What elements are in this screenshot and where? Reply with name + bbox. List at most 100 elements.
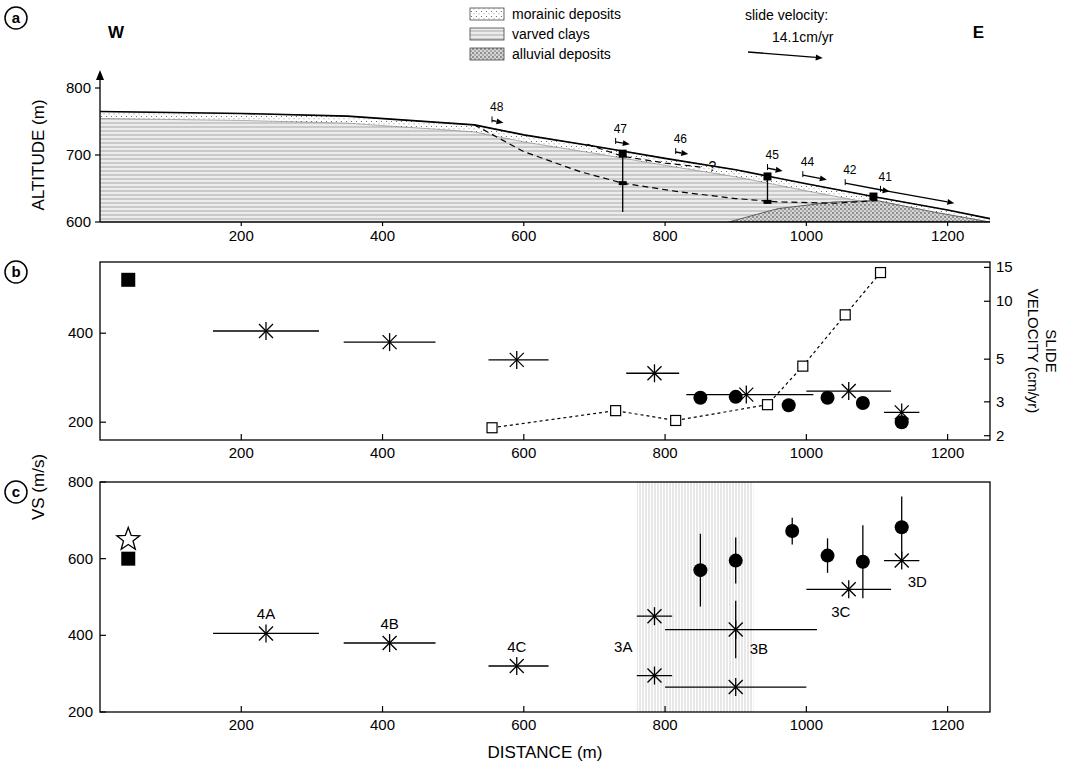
x-tick-label: 1000: [790, 716, 823, 733]
borehole-head: [619, 150, 627, 158]
arrow-shaft: [845, 183, 883, 190]
arrow-head: [775, 167, 782, 173]
star-stroke: [389, 333, 390, 351]
x-tick: [806, 434, 807, 440]
x-tick: [947, 222, 948, 226]
panel-letter: a: [12, 9, 21, 26]
x-tick-label: 200: [229, 444, 254, 461]
arrow-shaft: [676, 151, 682, 153]
open-square-marker: [840, 310, 850, 320]
star-stroke: [735, 678, 736, 696]
square-marker: [121, 552, 135, 566]
star-stroke: [746, 386, 747, 404]
legend-label: alluvial deposits: [512, 46, 611, 62]
x-tick: [947, 706, 948, 712]
open-square-marker: [763, 400, 773, 410]
star-marker: [259, 322, 273, 340]
x-tick: [947, 434, 948, 440]
x-tick-label: 1000: [790, 227, 823, 244]
arrow-shaft: [748, 52, 816, 57]
y2-tick-label: 2: [996, 427, 1004, 444]
y2-tick-label: 5: [996, 350, 1004, 367]
legend-label: morainic deposits: [512, 6, 621, 22]
open-square-marker: [671, 415, 681, 425]
x-tick: [806, 706, 807, 712]
x-tick-label: 1200: [931, 227, 964, 244]
arrow-shaft: [803, 175, 820, 178]
star-stroke: [265, 322, 266, 340]
panel-letter: c: [12, 483, 20, 500]
panel-b-plot: [121, 268, 919, 433]
station-arrow: [881, 190, 955, 205]
x-tick-label: 400: [370, 444, 395, 461]
station-tick: [675, 148, 676, 154]
x-tick: [664, 706, 665, 712]
borehole-head: [764, 172, 772, 180]
y-tick: [100, 481, 106, 482]
star-stroke: [654, 364, 655, 382]
arrow-head: [681, 150, 688, 156]
borehole-mark: [619, 181, 627, 185]
station-label: 41: [879, 170, 893, 184]
arrow-shaft: [768, 168, 776, 170]
point-label: 3C: [831, 603, 850, 620]
station-arrow: [492, 118, 503, 124]
y-tick: [95, 87, 100, 88]
legend-label: varved clays: [512, 26, 590, 42]
panel-c-plot: [117, 482, 920, 712]
y-tick-label: 200: [68, 703, 93, 720]
y-axis-title: ALTITUDE (m): [29, 99, 48, 210]
star-stroke: [848, 580, 849, 598]
circle-marker: [821, 549, 835, 563]
station-label: 42: [843, 163, 857, 177]
x-tick-label: 800: [653, 227, 678, 244]
y2-axis-title-line: SLIDE: [1043, 329, 1060, 372]
star-stroke: [389, 634, 390, 652]
y2-tick: [984, 401, 990, 402]
y2-tick: [984, 435, 990, 436]
star-stroke: [516, 351, 517, 369]
star-marker: [647, 364, 661, 382]
star-marker: [729, 621, 743, 639]
x-axis-title: DISTANCE (m): [488, 743, 603, 762]
star-marker: [842, 382, 856, 400]
y2-tick: [984, 359, 990, 360]
ground-surface: [100, 111, 990, 218]
y-tick: [100, 558, 106, 559]
x-tick: [523, 706, 524, 712]
y-tick-label: 800: [68, 473, 93, 490]
circle-marker: [821, 391, 835, 405]
x-tick: [664, 434, 665, 440]
x-tick-label: 400: [370, 716, 395, 733]
y-tick-label: 400: [68, 324, 93, 341]
panel-a-plot: [100, 111, 990, 222]
panel-letter-ring: [5, 7, 27, 29]
y-tick-label: 700: [66, 146, 91, 163]
arrow-head: [816, 54, 823, 60]
circle-marker: [856, 396, 870, 410]
circle-marker: [895, 520, 909, 534]
station-arrow: [616, 140, 630, 146]
y-tick-label: 600: [68, 550, 93, 567]
y2-axis-title: SLIDEVELOCITY (cm/yr): [1025, 289, 1060, 414]
y-tick: [95, 154, 100, 155]
y2-tick-label: 15: [996, 258, 1013, 275]
x-tick-label: 200: [229, 227, 254, 244]
x-tick-label: 200: [229, 716, 254, 733]
station-arrow: [803, 175, 827, 181]
y2-tick-label: 3: [996, 393, 1004, 410]
varved-clays: [100, 111, 990, 222]
station-tick: [802, 171, 803, 177]
star-stroke: [848, 382, 849, 400]
legend-swatch: [470, 28, 504, 40]
x-tick-label: 600: [511, 444, 536, 461]
star-marker: [510, 657, 524, 675]
direction-west: W: [108, 23, 125, 42]
star-marker: [729, 678, 743, 696]
point-label: 4C: [507, 638, 526, 655]
point-label: 3D: [908, 573, 927, 590]
x-tick-label: 800: [653, 716, 678, 733]
station-tick: [615, 138, 616, 144]
x-tick: [664, 222, 665, 226]
series-line: [492, 273, 880, 428]
